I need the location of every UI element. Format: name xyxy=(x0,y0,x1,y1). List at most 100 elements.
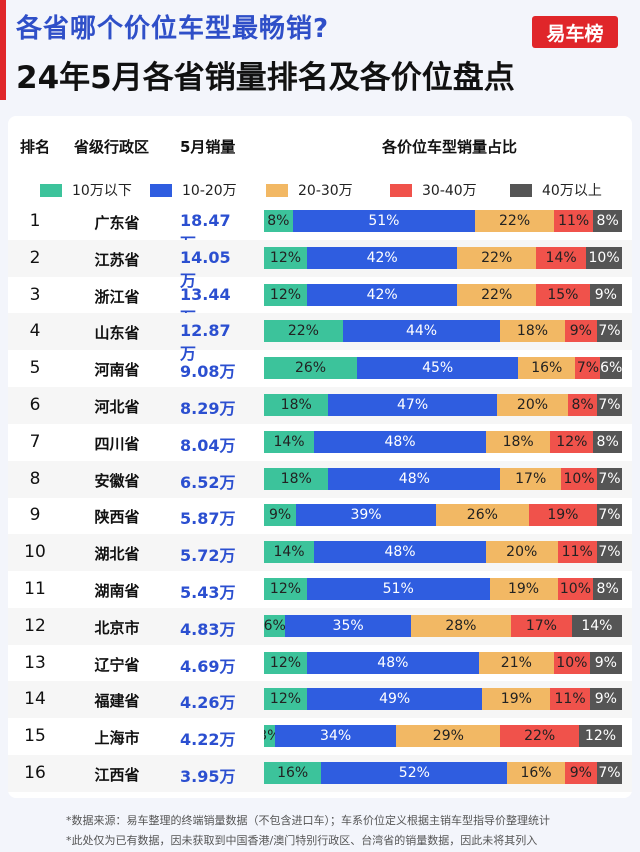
stacked-bar: 12% 51% 19% 10% 8% xyxy=(264,578,622,600)
bar-segment: 26% xyxy=(435,504,529,527)
bar-segment: 29% xyxy=(396,725,501,748)
sales-cell: 5.43万 xyxy=(180,583,236,602)
bar-segment: 7% xyxy=(575,357,601,380)
bar-segment: 17% xyxy=(511,614,572,637)
rank-cell: 3 xyxy=(29,284,41,305)
bar-segment: 20% xyxy=(496,394,569,416)
province-cell: 湖南省 xyxy=(94,582,140,600)
province-cell: 湖北省 xyxy=(94,545,140,564)
footnote-source: *数据来源：易车整理的终端销量数据（不包含进口车）；车系价位定义根据主销车型指导… xyxy=(66,814,550,827)
sales-cell: 8.29万 xyxy=(180,399,236,418)
rank-cell: 13 xyxy=(24,652,46,673)
sales-cell: 4.26万 xyxy=(180,693,236,713)
bar-segment: 39% xyxy=(296,504,436,527)
bar-segment: 7% xyxy=(596,504,622,527)
bar-segment: 11% xyxy=(550,688,590,711)
bar-segment: 10% xyxy=(553,651,590,674)
bar-segment: 9% xyxy=(589,283,622,306)
col-header-sales: 5月销量 xyxy=(180,138,236,156)
bar-segment: 18% xyxy=(500,320,565,343)
bar-segment: 9% xyxy=(564,320,597,343)
bar-segment: 20% xyxy=(485,541,558,564)
bar-segment: 11% xyxy=(557,541,597,564)
sales-cell: 8.04万 xyxy=(180,435,236,455)
province-cell: 山东省 xyxy=(94,324,140,343)
rank-cell: 12 xyxy=(24,615,46,636)
bar-segment: 21% xyxy=(478,651,554,674)
legend-label: 40万以上 xyxy=(542,183,602,199)
rank-cell: 9 xyxy=(29,505,41,526)
stacked-bar: 22% 44% 18% 9% 7% xyxy=(264,320,622,343)
bar-segment: 8% xyxy=(593,210,622,232)
sales-cell: 6.52万 xyxy=(180,472,236,492)
bar-segment: 16% xyxy=(507,762,565,784)
rank-cell: 7 xyxy=(29,431,41,452)
bar-segment: 15% xyxy=(536,283,590,306)
stacked-bar: 18% 48% 17% 10% 7% xyxy=(264,467,622,490)
brand-logo: 易车榜 xyxy=(532,16,618,48)
bar-segment: 12% xyxy=(264,688,307,711)
page-title: 24年5月各省销量排名及各价位盘点 xyxy=(16,60,515,96)
bar-segment: 35% xyxy=(285,614,411,637)
stacked-bar: 12% 49% 19% 11% 9% xyxy=(264,688,622,711)
rank-cell: 1 xyxy=(29,211,41,231)
bar-segment: 52% xyxy=(321,762,508,784)
table-row: 12 北京市 4.83万 6% 35% 28% 17% 14% xyxy=(8,607,632,645)
col-header-province: 省级行政区 xyxy=(74,138,150,156)
province-cell: 浙江省 xyxy=(94,287,140,306)
province-cell: 河北省 xyxy=(94,398,140,416)
legend-label: 20-30万 xyxy=(298,183,353,199)
sales-cell: 4.69万 xyxy=(180,656,236,676)
table-row: 7 四川省 8.04万 14% 48% 18% 12% 8% xyxy=(0,424,640,461)
bar-segment: 18% xyxy=(485,430,551,453)
bar-segment: 16% xyxy=(518,357,576,380)
stacked-bar: 12% 42% 22% 14% 10% xyxy=(264,246,622,269)
stacked-bar: 14% 48% 20% 11% 7% xyxy=(264,541,622,564)
accent-bar xyxy=(0,0,6,100)
rank-cell: 8 xyxy=(29,468,41,489)
stacked-bar: 18% 47% 20% 8% 7% xyxy=(264,394,622,416)
province-cell: 广东省 xyxy=(94,214,140,232)
bar-segment: 10% xyxy=(561,467,597,490)
province-cell: 上海市 xyxy=(94,729,140,748)
legend-label: 30-40万 xyxy=(422,183,477,199)
legend-swatch xyxy=(40,183,62,197)
bar-segment: 22% xyxy=(475,210,554,232)
bar-segment: 28% xyxy=(410,614,511,637)
legend-label: 10-20万 xyxy=(182,183,237,199)
rank-cell: 16 xyxy=(24,763,46,783)
legend-item: 40万以上 xyxy=(510,180,602,200)
table-row: 13 辽宁省 4.69万 12% 48% 21% 10% 9% xyxy=(0,645,640,682)
bar-segment: 12% xyxy=(579,725,622,748)
province-cell: 福建省 xyxy=(94,692,140,711)
table-row: 11 湖南省 5.43万 12% 51% 19% 10% 8% xyxy=(0,571,640,608)
sales-cell: 5.87万 xyxy=(180,509,236,529)
bar-segment: 51% xyxy=(306,578,490,600)
bar-segment: 22% xyxy=(500,725,580,748)
bar-segment: 48% xyxy=(328,467,501,490)
legend-swatch xyxy=(266,183,288,197)
sales-cell: 12.87万 xyxy=(180,321,231,364)
bar-segment: 14% xyxy=(264,430,315,453)
table-row: 16 江西省 3.95万 16% 52% 16% 9% 7% xyxy=(8,755,632,792)
stacked-bar: 26% 45% 16% 7% 6% xyxy=(264,357,622,380)
bar-segment: 22% xyxy=(457,246,537,269)
bar-segment: 14% xyxy=(571,614,622,637)
bar-segment: 9% xyxy=(589,688,622,711)
table-row: 8 安徽省 6.52万 18% 48% 17% 10% 7% xyxy=(8,460,632,498)
legend-item: 10万以下 xyxy=(40,180,132,200)
bar-segment: 12% xyxy=(264,283,307,306)
province-cell: 河南省 xyxy=(94,361,140,380)
legend-item: 20-30万 xyxy=(266,180,353,200)
bar-segment: 44% xyxy=(342,320,501,343)
bar-segment: 45% xyxy=(357,357,519,380)
bar-segment: 47% xyxy=(328,394,497,416)
bar-segment: 17% xyxy=(500,467,562,490)
bar-segment: 22% xyxy=(457,283,537,306)
rank-cell: 14 xyxy=(24,689,46,710)
page-question: 各省哪个价位车型最畅销? xyxy=(16,14,330,44)
bar-segment: 14% xyxy=(264,541,315,564)
bar-segment: 14% xyxy=(536,246,587,269)
